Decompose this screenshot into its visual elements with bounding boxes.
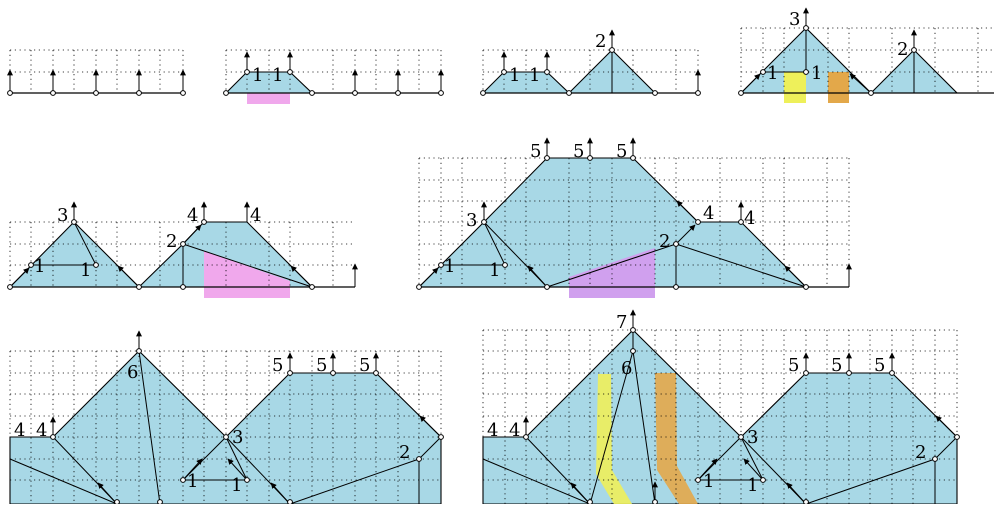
label-3: 3 (789, 9, 800, 30)
nodes (50, 348, 444, 505)
label-1a: 1 (444, 256, 455, 277)
nodes (738, 25, 917, 96)
label-5b: 5 (573, 141, 584, 162)
up-arrows (501, 29, 701, 93)
label-1b: 1 (80, 260, 91, 281)
label-2: 2 (399, 442, 410, 463)
panel-step-5: 3 1 1 2 4 4 (7, 201, 358, 298)
label-4b: 4 (509, 420, 520, 441)
label-1b: 1 (489, 260, 500, 281)
label-5a: 5 (530, 141, 541, 162)
label-5c: 5 (874, 355, 885, 376)
arrows (418, 137, 852, 288)
label-5b: 5 (831, 355, 842, 376)
magenta-highlight (569, 248, 655, 298)
magenta-highlight (247, 93, 290, 104)
label-5b: 5 (316, 355, 327, 376)
label-2: 2 (595, 31, 606, 52)
panel-step-2: 1 1 (223, 49, 444, 104)
magenta-highlight (204, 251, 290, 298)
panel-step-7: 6 5 5 5 4 4 3 1 1 2 (9, 330, 444, 505)
label-1b: 1 (811, 63, 822, 84)
label-4b: 4 (744, 208, 755, 229)
label-5a: 5 (788, 355, 799, 376)
label-2: 2 (897, 39, 908, 60)
label-4a: 4 (703, 203, 714, 224)
label-5a: 5 (272, 355, 283, 376)
panel-step-8: 7 6 5 5 5 4 4 3 1 1 2 (482, 309, 960, 505)
label-3: 3 (57, 205, 68, 226)
label-6: 6 (621, 358, 632, 379)
nodes (7, 90, 186, 96)
label-1a: 1 (187, 471, 198, 492)
panel-step-6: 5 5 5 3 1 1 2 4 4 (416, 137, 852, 298)
panel-step-4: 3 1 1 2 (738, 7, 994, 103)
label-1b: 1 (529, 65, 540, 86)
orange-band (655, 373, 698, 504)
panel-step-1 (7, 49, 186, 96)
nodes (480, 47, 701, 96)
label-2: 2 (659, 231, 670, 252)
label-1a: 1 (252, 65, 263, 86)
nodes (7, 219, 315, 290)
up-arrows (244, 51, 444, 93)
nodes (523, 327, 960, 505)
yellow-band (596, 374, 632, 504)
label-4b: 4 (36, 420, 47, 441)
label-4a: 4 (187, 205, 198, 226)
arrows (740, 7, 917, 94)
label-1b: 1 (747, 475, 758, 496)
panel-step-3: 1 1 2 (480, 29, 701, 96)
label-3: 3 (747, 427, 758, 448)
label-2: 2 (915, 442, 926, 463)
label-6: 6 (127, 362, 138, 383)
up-arrows (7, 69, 186, 93)
label-7: 7 (616, 312, 627, 333)
label-4a: 4 (14, 420, 25, 441)
nodes (223, 69, 444, 96)
label-1b: 1 (231, 475, 242, 496)
arrows (50, 330, 442, 505)
region-peak-3 (8, 221, 141, 288)
label-1a: 1 (703, 471, 714, 492)
nodes (416, 155, 809, 290)
label-3: 3 (466, 210, 477, 231)
label-1a: 1 (34, 256, 45, 277)
label-3: 3 (232, 427, 243, 448)
label-1b: 1 (272, 65, 283, 86)
arrows (9, 201, 358, 288)
orange-highlight (828, 72, 849, 103)
yellow-highlight (784, 72, 806, 103)
label-5c: 5 (616, 141, 627, 162)
label-4b: 4 (250, 205, 261, 226)
region (9, 350, 442, 505)
label-1a: 1 (509, 65, 520, 86)
label-2: 2 (166, 231, 177, 252)
label-5c: 5 (359, 355, 370, 376)
edges (482, 330, 958, 505)
label-1a: 1 (767, 63, 778, 84)
label-4a: 4 (487, 420, 498, 441)
